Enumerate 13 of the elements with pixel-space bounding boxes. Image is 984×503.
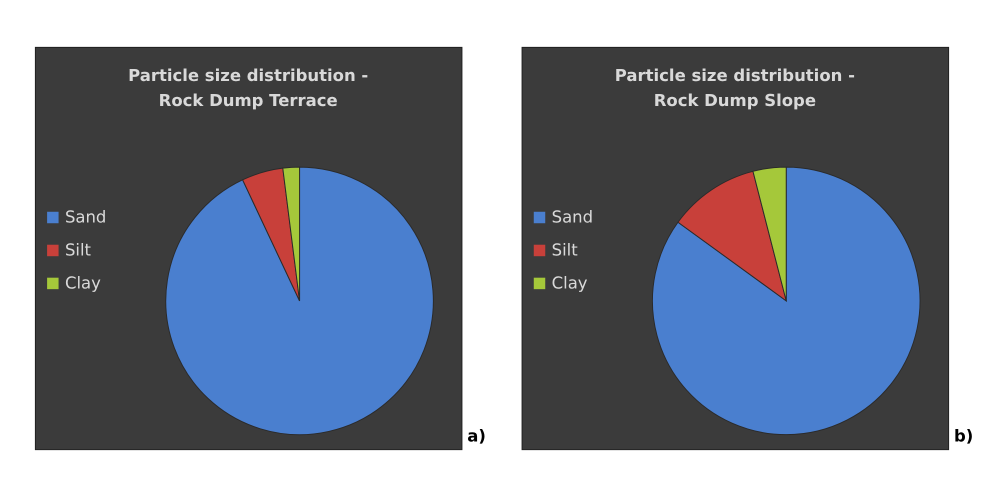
pie-slice <box>652 166 920 436</box>
legend-label: Clay <box>552 273 588 292</box>
legend-label: Silt <box>552 240 578 260</box>
pie-slice <box>678 170 787 302</box>
legend-label: Silt <box>64 240 92 260</box>
chart-title: Particle size distribution - Rock Dump Slope <box>614 66 855 110</box>
text: a) <box>467 426 486 446</box>
legend-label: Clay <box>64 273 102 292</box>
legend-label: Sand <box>64 207 106 226</box>
pie-slice <box>165 166 434 436</box>
legend-label: Sand <box>552 207 594 226</box>
text: b) <box>954 426 974 446</box>
chart-title: Particle size distribution - Rock Dump Terrace <box>128 66 368 110</box>
